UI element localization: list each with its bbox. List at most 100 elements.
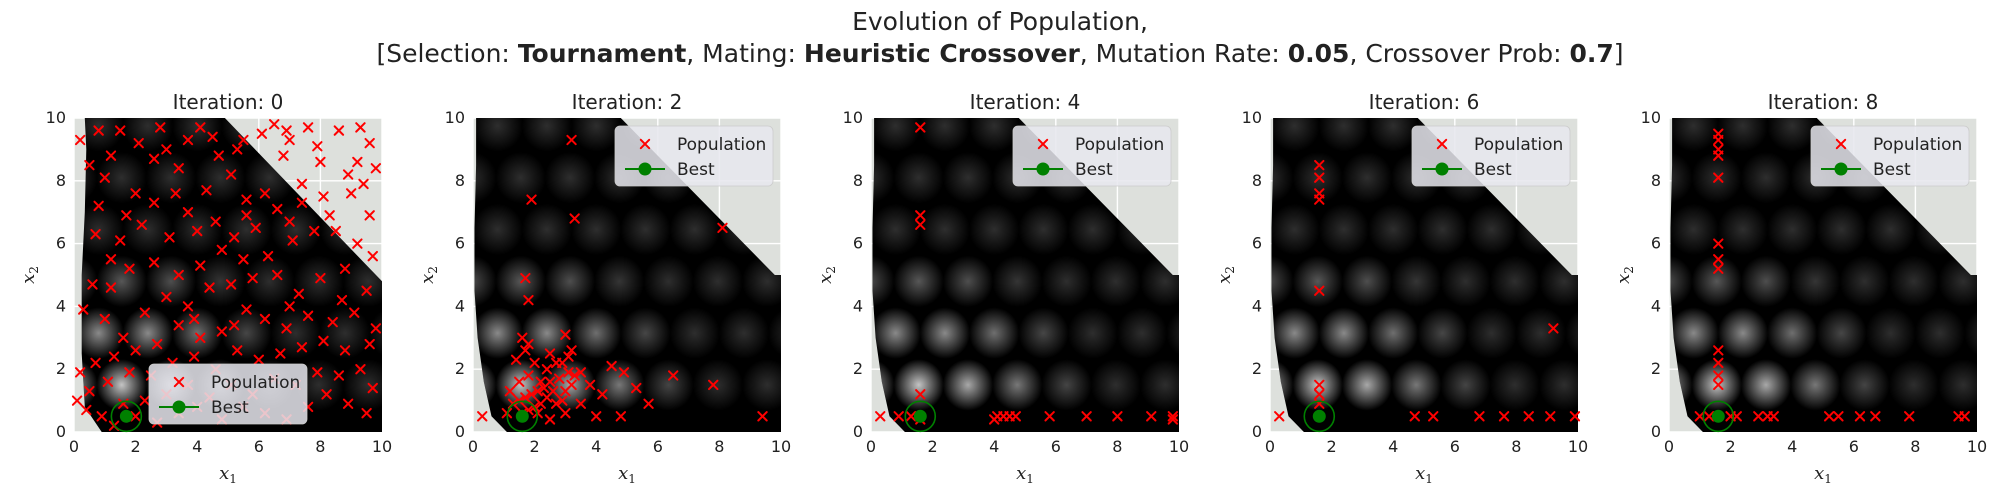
population-point [1523, 411, 1534, 422]
population-point [339, 263, 351, 274]
fitness-peak [474, 118, 523, 152]
population-point [520, 345, 531, 356]
population-point [250, 222, 261, 234]
population-point [717, 222, 728, 234]
y-tick-label: 10 [1242, 108, 1262, 127]
population-point [121, 210, 132, 221]
population-point [232, 345, 243, 356]
fitness-peak [342, 359, 382, 411]
population-point [238, 254, 249, 265]
y-tick-label: 0 [1651, 422, 1661, 441]
population-point [989, 414, 1000, 425]
fitness-peak [145, 151, 197, 204]
fitness-peak [1538, 359, 1578, 411]
fitness-peak [544, 359, 596, 411]
legend-box [1012, 125, 1172, 187]
fitness-peak [122, 203, 174, 256]
population-point [195, 260, 206, 271]
fitness-blobs [1670, 118, 1977, 411]
population-point [102, 376, 114, 387]
y-tick-label: 10 [46, 108, 66, 127]
population-point [139, 395, 151, 406]
legend-best-marker [172, 400, 186, 414]
y-tick-label: 10 [843, 108, 863, 127]
x-tick-label: 4 [192, 437, 202, 456]
fitness-peak [244, 255, 295, 308]
fitness-peak [570, 118, 622, 152]
population-point [1274, 411, 1285, 422]
fitness-peak [495, 151, 546, 204]
fitness-peak [1937, 359, 1977, 411]
population-point [115, 235, 126, 246]
population-point [361, 285, 372, 296]
x-tick-label: 10 [372, 437, 392, 456]
population-point [327, 316, 338, 328]
population-point [188, 351, 200, 362]
fitness-peak [495, 255, 546, 308]
y-axis-label-subscript: 2 [1622, 266, 1636, 274]
population-point [915, 210, 926, 221]
legend: Population Best [148, 363, 308, 425]
population-point [560, 407, 571, 419]
legend: Population Best [1411, 125, 1571, 187]
fitness-peak [919, 307, 971, 359]
population-point [136, 219, 147, 230]
fitness-peak [893, 359, 944, 411]
fitness-peak [620, 307, 671, 359]
fitness-peak [594, 255, 645, 308]
fitness-peak [1466, 307, 1518, 359]
fitness-peak [1766, 307, 1818, 359]
legend-label-population: Population [1075, 135, 1164, 155]
fitness-peak [669, 307, 721, 359]
fitness-peak [1318, 203, 1370, 256]
fitness-peak [195, 255, 246, 308]
fitness-peak [968, 203, 1020, 256]
fitness-peak [1067, 203, 1119, 256]
population-point [1713, 370, 1724, 381]
best-point-ring [110, 400, 143, 433]
population-point [78, 304, 89, 315]
population-point [618, 367, 630, 378]
fitness-peak [1367, 307, 1419, 359]
fitness-peak [1018, 307, 1069, 359]
population-point [915, 219, 926, 230]
population-point [544, 414, 556, 425]
fitness-peak [1271, 151, 1294, 204]
fitness-peak [221, 307, 272, 359]
population-point [302, 122, 314, 133]
x-axis-label-subscript: 1 [229, 472, 237, 486]
subplot-4: 0 2 4 6 8 10 0 2 4 6 8 10 x1 x2 Iteration: 8 Population… [1613, 90, 1987, 486]
population-point [164, 232, 175, 243]
population-point [1044, 411, 1055, 422]
population-point [631, 382, 642, 394]
population-point [1694, 411, 1705, 422]
y-axis-label: x2 [1613, 266, 1636, 284]
population-point [1904, 411, 1915, 422]
population-point [1474, 411, 1485, 422]
fitness-peak [1914, 307, 1966, 359]
fitness-peak [1166, 307, 1179, 359]
fitness-peak [145, 255, 197, 308]
y-tick-label: 4 [455, 296, 465, 315]
population-point [1959, 411, 1970, 422]
y-tick-label: 10 [1641, 108, 1661, 127]
population-point [318, 335, 329, 347]
population-point [124, 367, 135, 378]
population-point [192, 225, 203, 237]
fitness-peak [968, 307, 1020, 359]
y-axis-label-subscript: 2 [1223, 266, 1237, 274]
population-point [302, 310, 314, 322]
population-point [367, 382, 378, 394]
population-point [238, 134, 249, 146]
legend: Population Best [1810, 125, 1970, 187]
x-axis-label: x1 [618, 463, 636, 486]
fitness-peak [96, 151, 147, 204]
population-point [148, 153, 160, 165]
fitness-peak [171, 307, 223, 359]
population-point [643, 398, 654, 409]
y-tick-label: 4 [1651, 296, 1661, 315]
population-point [269, 119, 280, 130]
fitness-peak [643, 255, 694, 308]
selection-value: Tournament [517, 39, 687, 68]
population-point [1112, 411, 1123, 422]
